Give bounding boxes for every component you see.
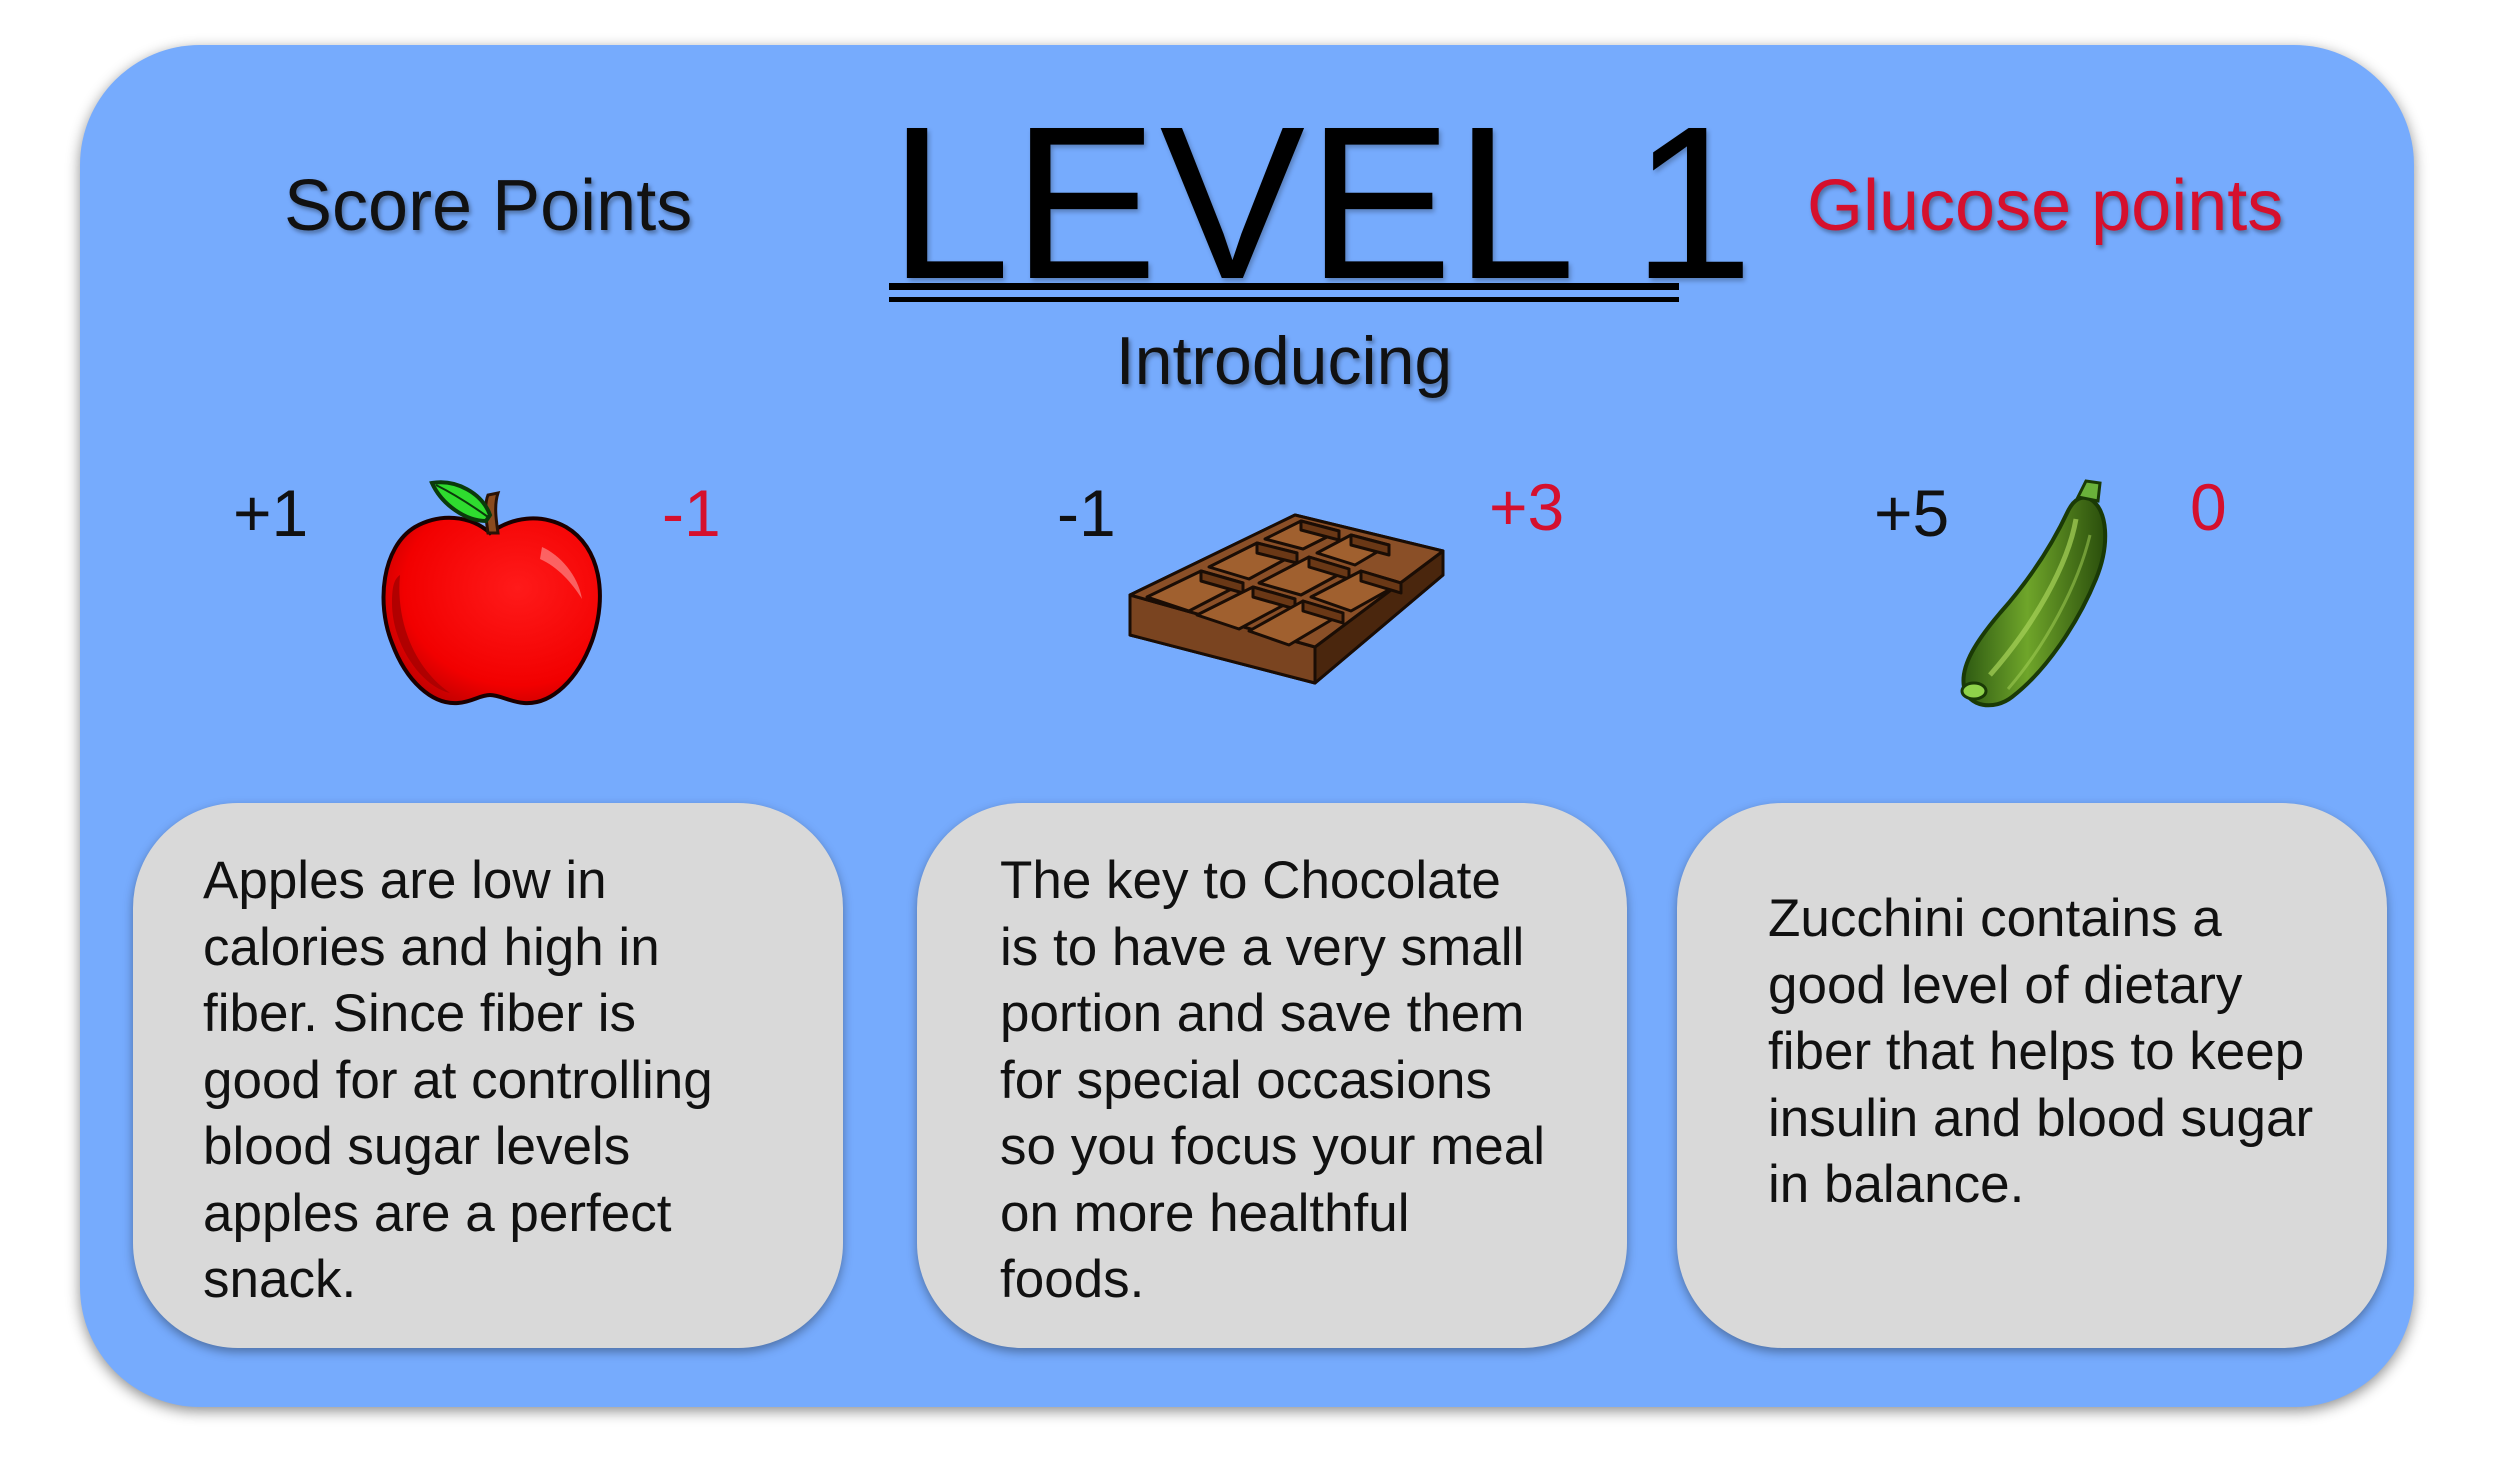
zucchini-score-points: +5 bbox=[1874, 476, 1950, 550]
apple-description: Apples are low in calories and high in f… bbox=[203, 851, 713, 1309]
zucchini-description: Zucchini contains a good level of dietar… bbox=[1768, 889, 2314, 1214]
zucchini-glucose-points: 0 bbox=[2190, 470, 2227, 544]
chocolate-info-card bbox=[917, 803, 1627, 1348]
chocolate-score-points: -1 bbox=[1057, 476, 1116, 550]
zucchini-icon bbox=[1960, 479, 2108, 708]
chocolate-glucose-points: +3 bbox=[1489, 470, 1565, 544]
title-underline-secondary bbox=[889, 297, 1679, 302]
apple-glucose-points: -1 bbox=[662, 476, 721, 550]
introducing-subtitle: Introducing bbox=[1115, 323, 1453, 399]
title-underline bbox=[889, 283, 1679, 290]
chocolate-bar-icon bbox=[1128, 513, 1445, 685]
chocolate-description: The key to Chocolate is to have a very s… bbox=[1000, 851, 1545, 1309]
apple-info-card bbox=[133, 803, 843, 1348]
glucose-points-label: Glucose points bbox=[1807, 166, 2284, 246]
apple-icon bbox=[381, 480, 602, 706]
apple-score-points: +1 bbox=[233, 476, 309, 550]
score-points-label: Score Points bbox=[284, 166, 693, 246]
level-title: LEVEL 1 bbox=[889, 82, 1756, 325]
zucchini-info-card bbox=[1677, 803, 2387, 1348]
